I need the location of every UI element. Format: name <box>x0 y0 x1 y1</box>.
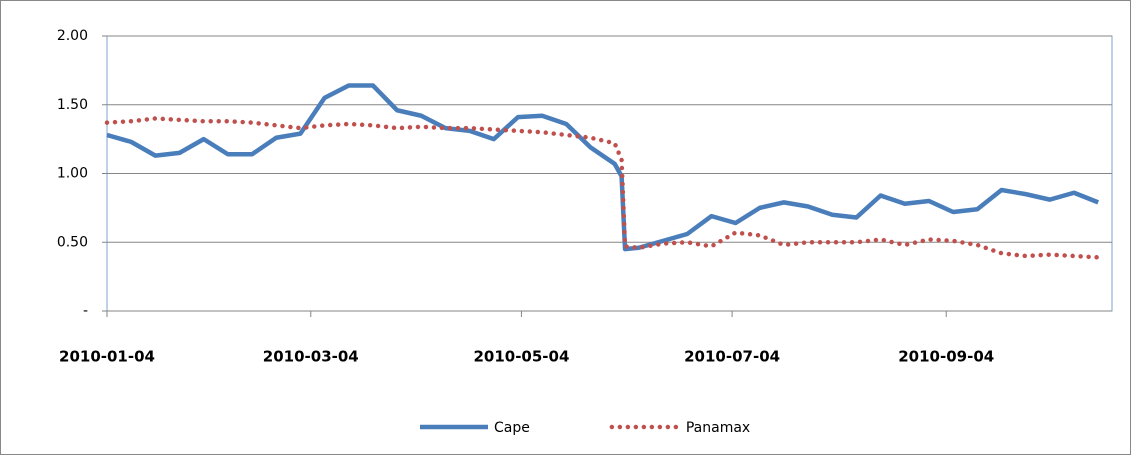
x-tick-label: 2010-09-04 <box>898 348 994 366</box>
y-tick-label: 1.00 <box>57 166 88 182</box>
y-tick-label: 1.50 <box>57 97 88 113</box>
legend-label: Cape <box>494 420 530 436</box>
legend-label: Panamax <box>686 420 750 436</box>
y-tick-label: - <box>83 303 88 319</box>
x-tick-label: 2010-01-04 <box>59 348 155 366</box>
y-tick-label: 2.00 <box>57 28 88 44</box>
x-tick-label: 2010-05-04 <box>473 348 569 366</box>
series-line <box>104 116 1101 260</box>
x-tick-label: 2010-03-04 <box>263 348 359 366</box>
series-line <box>106 83 1100 252</box>
x-tick-label: 2010-07-04 <box>684 348 780 366</box>
y-tick-label: 0.50 <box>57 234 88 250</box>
